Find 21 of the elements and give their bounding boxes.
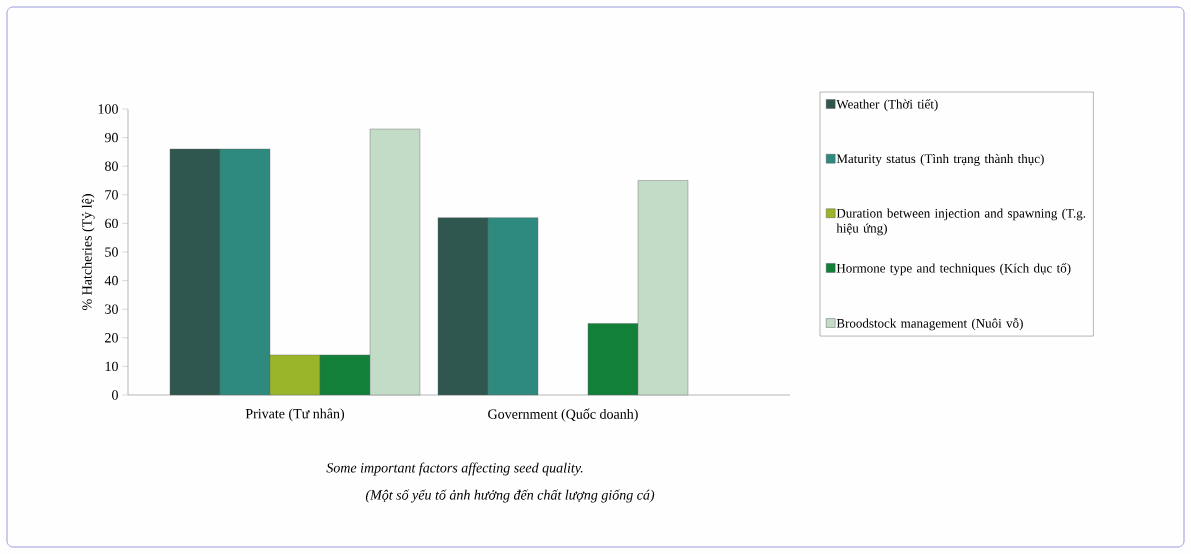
y-tick-label: 40 (104, 275, 118, 286)
text: (Một số yếu tố ảnh hưởng đến chất lượng giống cá) (365, 489, 655, 503)
text: Some important factors affecting seed quality. (326, 462, 583, 476)
y-tick-label: 10 (105, 361, 118, 372)
x-tick-label: Private (Tư nhân) (245, 408, 345, 422)
y-axis-title: % Hatcheries (Tỷ lệ) (81, 194, 95, 310)
y-tick-label: 30 (105, 304, 118, 314)
legend-label: Broodstock management (Nuôi vỗ) (836, 317, 1023, 331)
y-tick-label: 50 (105, 247, 118, 257)
y-tick-label: 80 (105, 161, 118, 171)
y-tick-label: 100 (98, 104, 118, 114)
y-tick-label: 0 (112, 390, 118, 400)
x-tick-label: Government (Quốc doanh) (488, 408, 638, 422)
legend-label: Duration between injection and spawning (T.g. hiệu ứng) (836, 208, 1086, 236)
y-tick-label: 20 (105, 333, 118, 343)
legend-label: Hormone type and techniques (Kích dục tố) (836, 263, 1071, 276)
legend-label: Weather (Thời tiết) (836, 99, 938, 112)
legend-label: Maturity status (Tình trạng thành thục) (836, 153, 1044, 166)
y-tick-label: 60 (105, 218, 118, 229)
y-tick-label: 90 (104, 132, 118, 143)
y-tick-label: 70 (105, 190, 118, 200)
